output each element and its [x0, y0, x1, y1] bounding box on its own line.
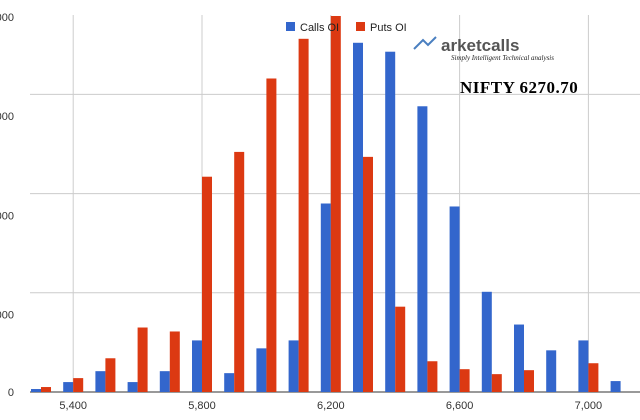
puts-oi-bar — [524, 370, 534, 392]
puts-oi-bar — [234, 151, 245, 392]
calls-oi-bar — [224, 373, 235, 392]
calls-oi-bar — [31, 389, 41, 392]
x-tick-label: 7,000 — [575, 400, 603, 412]
puts-oi-bar — [202, 176, 212, 392]
logo: arketcalls Simply Intelligent Technical … — [413, 36, 554, 62]
puts-oi-bar — [588, 363, 599, 392]
y-tick-label: 000 — [0, 310, 14, 322]
puts-oi-bar — [41, 387, 51, 392]
x-axis: 5,400 5,800 6,200 6,600 7,000 — [59, 400, 602, 412]
puts-oi-bar — [266, 78, 277, 392]
puts-oi-bar — [298, 38, 309, 393]
puts-oi-bar — [330, 15, 341, 393]
calls-oi-bar — [481, 291, 492, 392]
logo-trend-icon — [413, 36, 437, 50]
logo-tagline: Simply Intelligent Technical analysis — [451, 54, 554, 62]
calls-oi-bar — [320, 203, 331, 392]
x-tick-label: 5,400 — [59, 400, 87, 412]
puts-oi-bar — [169, 331, 180, 392]
calls-oi-bar — [95, 371, 106, 392]
calls-oi-bar — [159, 371, 170, 392]
y-tick-label: 000 — [0, 210, 14, 222]
legend-swatch-calls — [286, 22, 295, 31]
puts-oi-bar — [459, 369, 470, 392]
puts-oi-bar — [73, 378, 84, 392]
puts-oi-bar — [137, 327, 148, 392]
calls-oi-bar — [449, 206, 460, 392]
calls-oi-bar — [288, 340, 299, 392]
puts-oi-bar — [363, 156, 373, 392]
puts-oi-bar — [427, 361, 438, 392]
calls-oi-bar — [417, 106, 428, 392]
y-tick-label: 000 — [0, 111, 14, 123]
calls-oi-bar — [353, 42, 363, 393]
y-tick-label: 0 — [8, 387, 14, 399]
puts-oi-bar — [105, 358, 116, 392]
legend: Calls OI Puts OI — [286, 22, 407, 34]
calls-oi-bar — [192, 340, 202, 392]
calls-oi-bar — [610, 381, 621, 392]
y-tick-label: 000 — [0, 12, 14, 24]
legend-label: Puts OI — [370, 22, 407, 34]
x-tick-label: 5,800 — [188, 400, 216, 412]
calls-oi-bar — [127, 382, 138, 392]
x-tick-label: 6,200 — [317, 400, 345, 412]
calls-oi-bar — [385, 51, 396, 393]
calls-oi-bar — [256, 348, 267, 392]
legend-swatch-puts — [356, 22, 365, 31]
calls-oi-bar — [63, 382, 74, 392]
bars — [31, 15, 621, 393]
nifty-quote: NIFTY 6270.70 — [460, 78, 578, 97]
legend-label: Calls OI — [300, 22, 339, 34]
puts-oi-bar — [491, 374, 502, 392]
calls-oi-bar — [514, 324, 524, 392]
x-tick-label: 6,600 — [446, 400, 474, 412]
logo-text: arketcalls — [441, 36, 519, 55]
y-axis: 0000000000000 — [0, 12, 14, 399]
puts-oi-bar — [395, 306, 406, 392]
calls-oi-bar — [546, 350, 557, 392]
calls-oi-bar — [578, 340, 589, 392]
